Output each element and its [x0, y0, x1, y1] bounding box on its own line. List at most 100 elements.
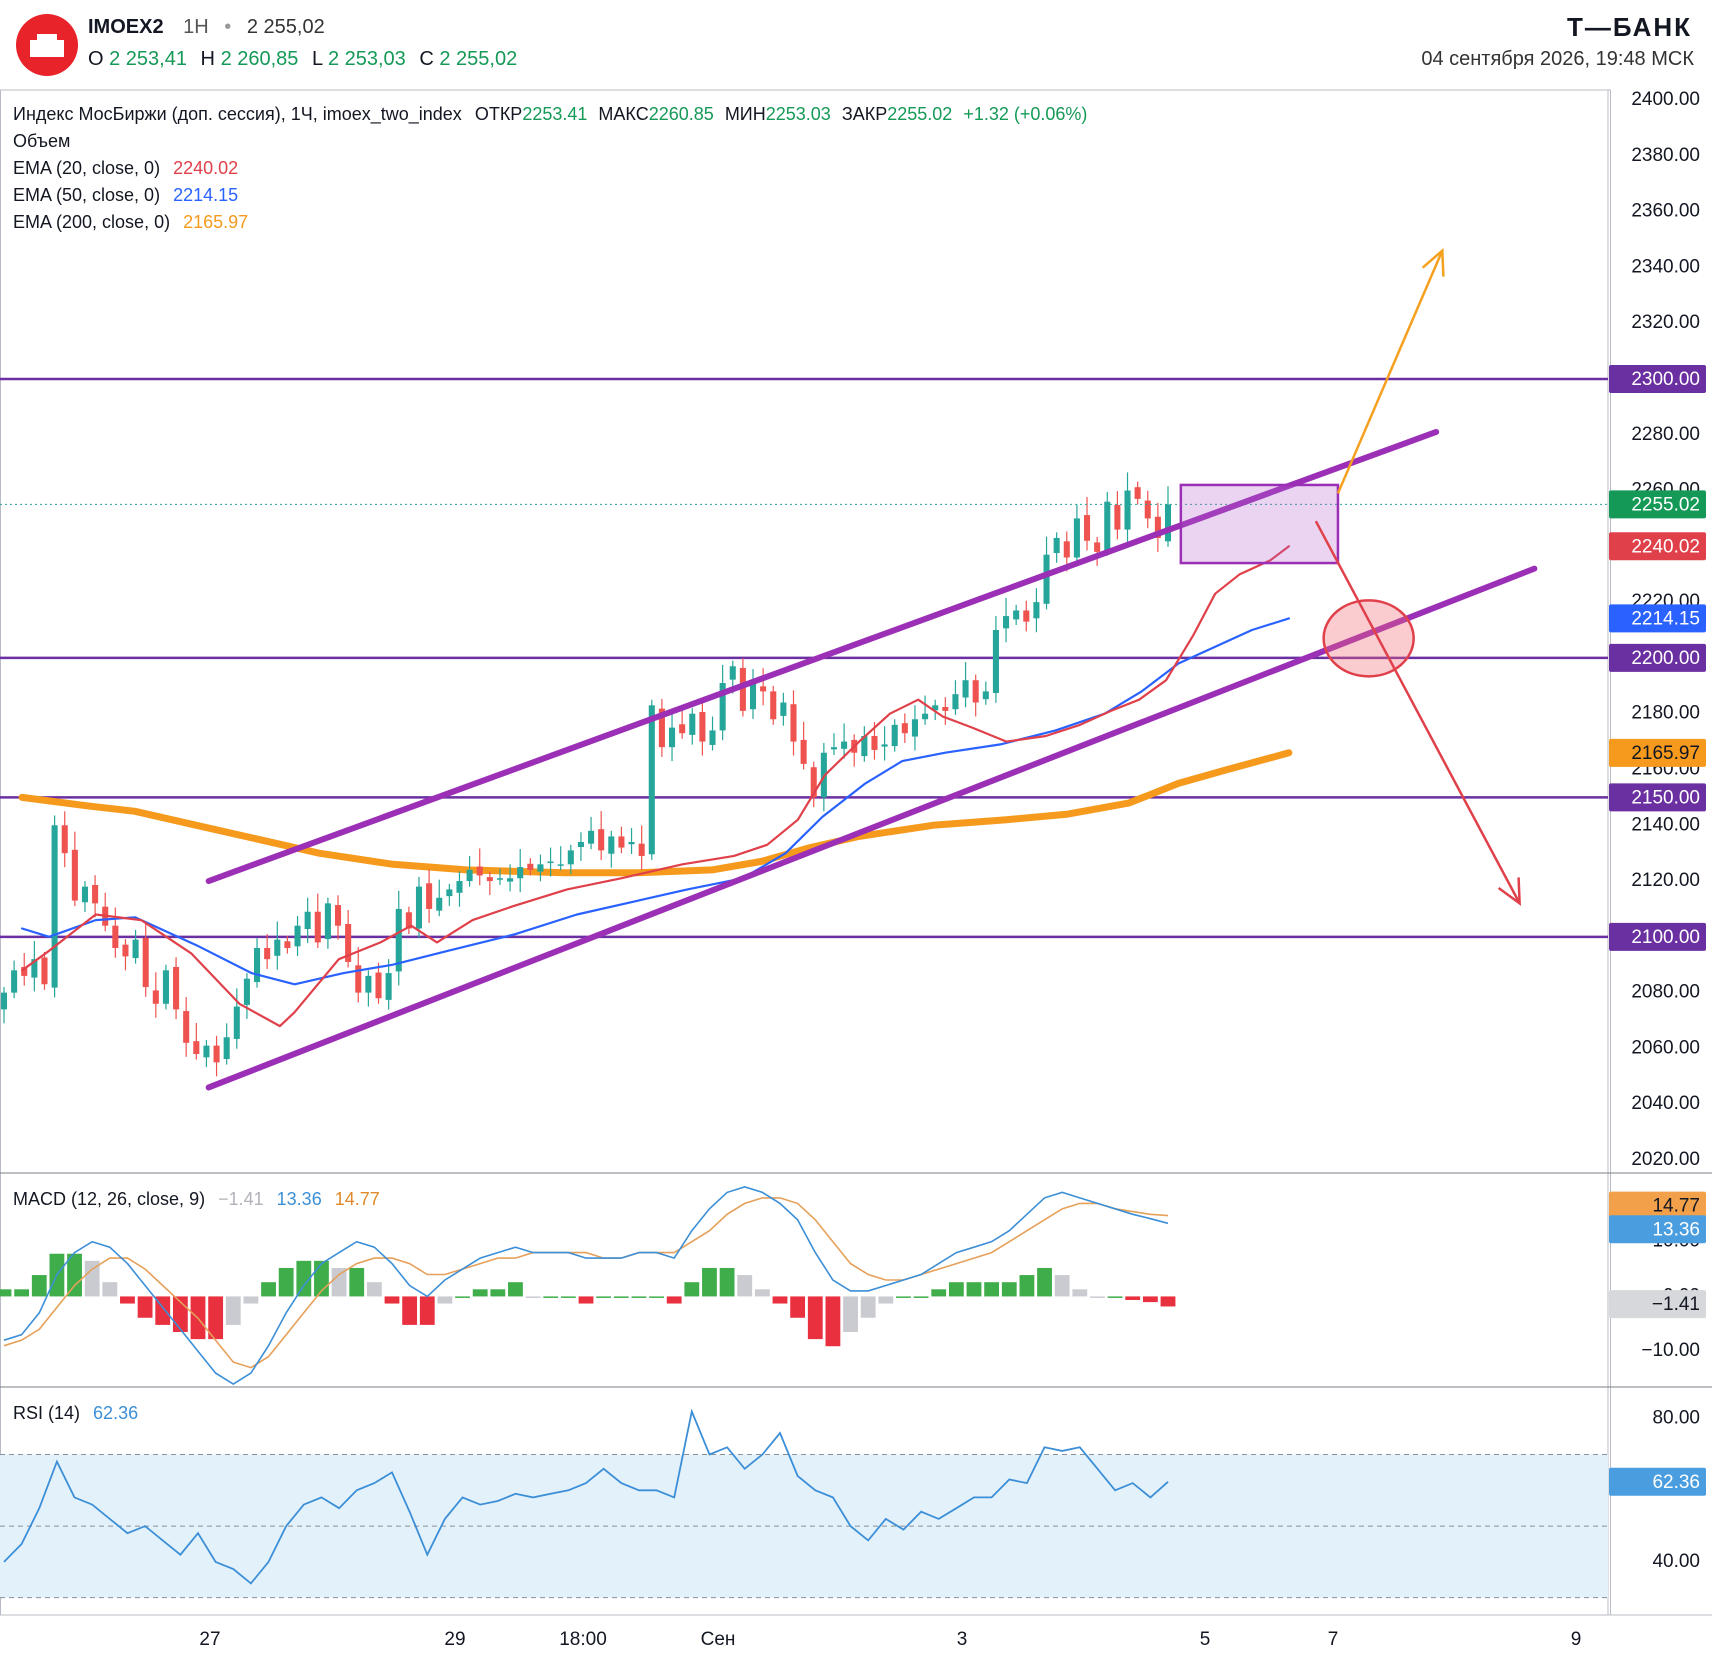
legend-ema200[interactable]: EMA (200, close, 0) 2165.97 [13, 212, 248, 233]
candle-body [395, 908, 402, 972]
macd-histogram-bar [525, 1296, 541, 1298]
legend-open-label: ОТКР [474, 104, 523, 124]
target-up-arrow-head [1421, 247, 1445, 277]
legend-rsi-value: 62.36 [93, 1403, 139, 1423]
legend-high-label: МАКС [598, 104, 649, 124]
macd-axis-tick: −10.00 [1641, 1340, 1700, 1361]
candle-body [365, 975, 372, 993]
candle-body [911, 719, 918, 737]
target-down-arrow [1314, 520, 1521, 904]
legend-low: 2253.03 [765, 104, 831, 124]
macd-histogram-bar [84, 1260, 100, 1297]
candle-body [709, 730, 716, 745]
price-tag-level: 2300.00 [1631, 369, 1700, 390]
candle-body [284, 941, 291, 948]
candle-body [567, 850, 574, 865]
legend-close-label: ЗАКР [841, 104, 888, 124]
macd-histogram-bar [825, 1296, 841, 1347]
macd-hist-tag-bg [1609, 1290, 1706, 1319]
ohlc-h-label: H [200, 48, 215, 70]
candle-body [749, 683, 757, 710]
candle-body [324, 903, 331, 940]
candle-body [1164, 504, 1172, 542]
price-axis-tick: 2180.00 [1631, 703, 1700, 724]
candle-body [1033, 602, 1040, 619]
macd-histogram-bar [843, 1296, 858, 1332]
ohlc-row: O 2 253,41 H 2 260,85 L 2 253,03 C 2 255… [88, 48, 517, 71]
last-price: 2 255,02 [246, 16, 325, 38]
candle-body [719, 683, 726, 731]
macd-histogram-bar [613, 1296, 629, 1298]
candle-body [405, 912, 412, 929]
time-axis-tick: 7 [1328, 1629, 1339, 1650]
legend-volume[interactable]: Объем [13, 131, 71, 151]
candle-body [638, 843, 645, 856]
macd-histogram-bar [1037, 1267, 1052, 1297]
macd-histogram-bar [455, 1296, 470, 1298]
candle-body [729, 666, 736, 680]
macd-histogram-bar [366, 1282, 382, 1297]
legend-ema50-label: EMA (50, close, 0) [13, 185, 161, 205]
macd-histogram-bar [772, 1296, 788, 1304]
macd-histogram-bar [649, 1296, 664, 1298]
candle-body [1053, 537, 1060, 554]
price-axis-tick: 2060.00 [1631, 1037, 1700, 1058]
macd-histogram-bar [578, 1296, 594, 1304]
macd-histogram-bar [437, 1296, 453, 1304]
macd-histogram-bar [384, 1296, 400, 1304]
macd-histogram-bar [261, 1282, 276, 1297]
symbol-row: IMOEX2 1H • 2 255,02 [88, 16, 325, 39]
macd-histogram-bar [1090, 1296, 1105, 1298]
legend-ema50[interactable]: EMA (50, close, 0) 2214.15 [13, 185, 238, 206]
candle-body [345, 924, 352, 962]
legend-macd[interactable]: MACD (12, 26, close, 9) −1.41 13.36 14.7… [13, 1189, 380, 1210]
legend-macd-label: MACD (12, 26, close, 9) [13, 1189, 206, 1209]
macd-histogram-bar [331, 1267, 347, 1297]
macd-histogram-bar [684, 1282, 700, 1297]
ema200-line [18, 749, 1293, 877]
legend-ema20-label: EMA (20, close, 0) [13, 158, 161, 178]
symbol[interactable]: IMOEX2 [88, 16, 164, 38]
candle-body [274, 939, 281, 956]
candle-body [436, 897, 443, 911]
candle-body [577, 842, 584, 848]
macd-histogram-bar [402, 1296, 418, 1325]
candle-body [1134, 487, 1141, 499]
legend-change: +1.32 (+0.06%) [963, 104, 1088, 124]
candle-body [1104, 501, 1111, 551]
ohlc-c-value: 2 255,02 [439, 48, 518, 70]
interval[interactable]: 1H [183, 16, 209, 38]
rsi-value-tag-bg [1609, 1467, 1706, 1496]
ema50-line [21, 617, 1290, 986]
candle-body [1063, 541, 1070, 558]
price-axis-tick: 2340.00 [1631, 256, 1700, 277]
ohlc-l-value: 2 253,03 [327, 48, 406, 70]
legend-instrument[interactable]: Индекс МосБиржи (доп. сессия), 1Ч, imoex… [13, 104, 462, 124]
candle-body [132, 939, 139, 959]
candle-body [760, 686, 767, 692]
macd-histogram-bar [737, 1275, 753, 1297]
candle-body [547, 861, 554, 864]
macd-histogram-bar [913, 1296, 929, 1298]
macd-histogram-bar [102, 1282, 118, 1297]
candle-body [952, 694, 959, 710]
candle-body [71, 849, 78, 901]
price-axis-tick: 2120.00 [1631, 870, 1700, 891]
macd-histogram-bar [1160, 1296, 1176, 1307]
price-axis-tick: 2280.00 [1631, 424, 1700, 445]
candle-body [527, 863, 534, 870]
price-axis-tick: 2320.00 [1631, 312, 1700, 333]
candle-body [496, 878, 504, 880]
candle-body [507, 878, 514, 882]
legend-ema20[interactable]: EMA (20, close, 0) 2240.02 [13, 158, 238, 179]
time-axis-tick: 27 [199, 1629, 220, 1650]
legend-rsi[interactable]: RSI (14) 62.36 [13, 1403, 138, 1424]
candle-body [891, 724, 898, 747]
legend-high: 2260.85 [648, 104, 714, 124]
candle-body [51, 825, 58, 988]
candle-body [254, 948, 261, 983]
candle-body [375, 972, 382, 999]
macd-histogram-bar [14, 1289, 30, 1297]
